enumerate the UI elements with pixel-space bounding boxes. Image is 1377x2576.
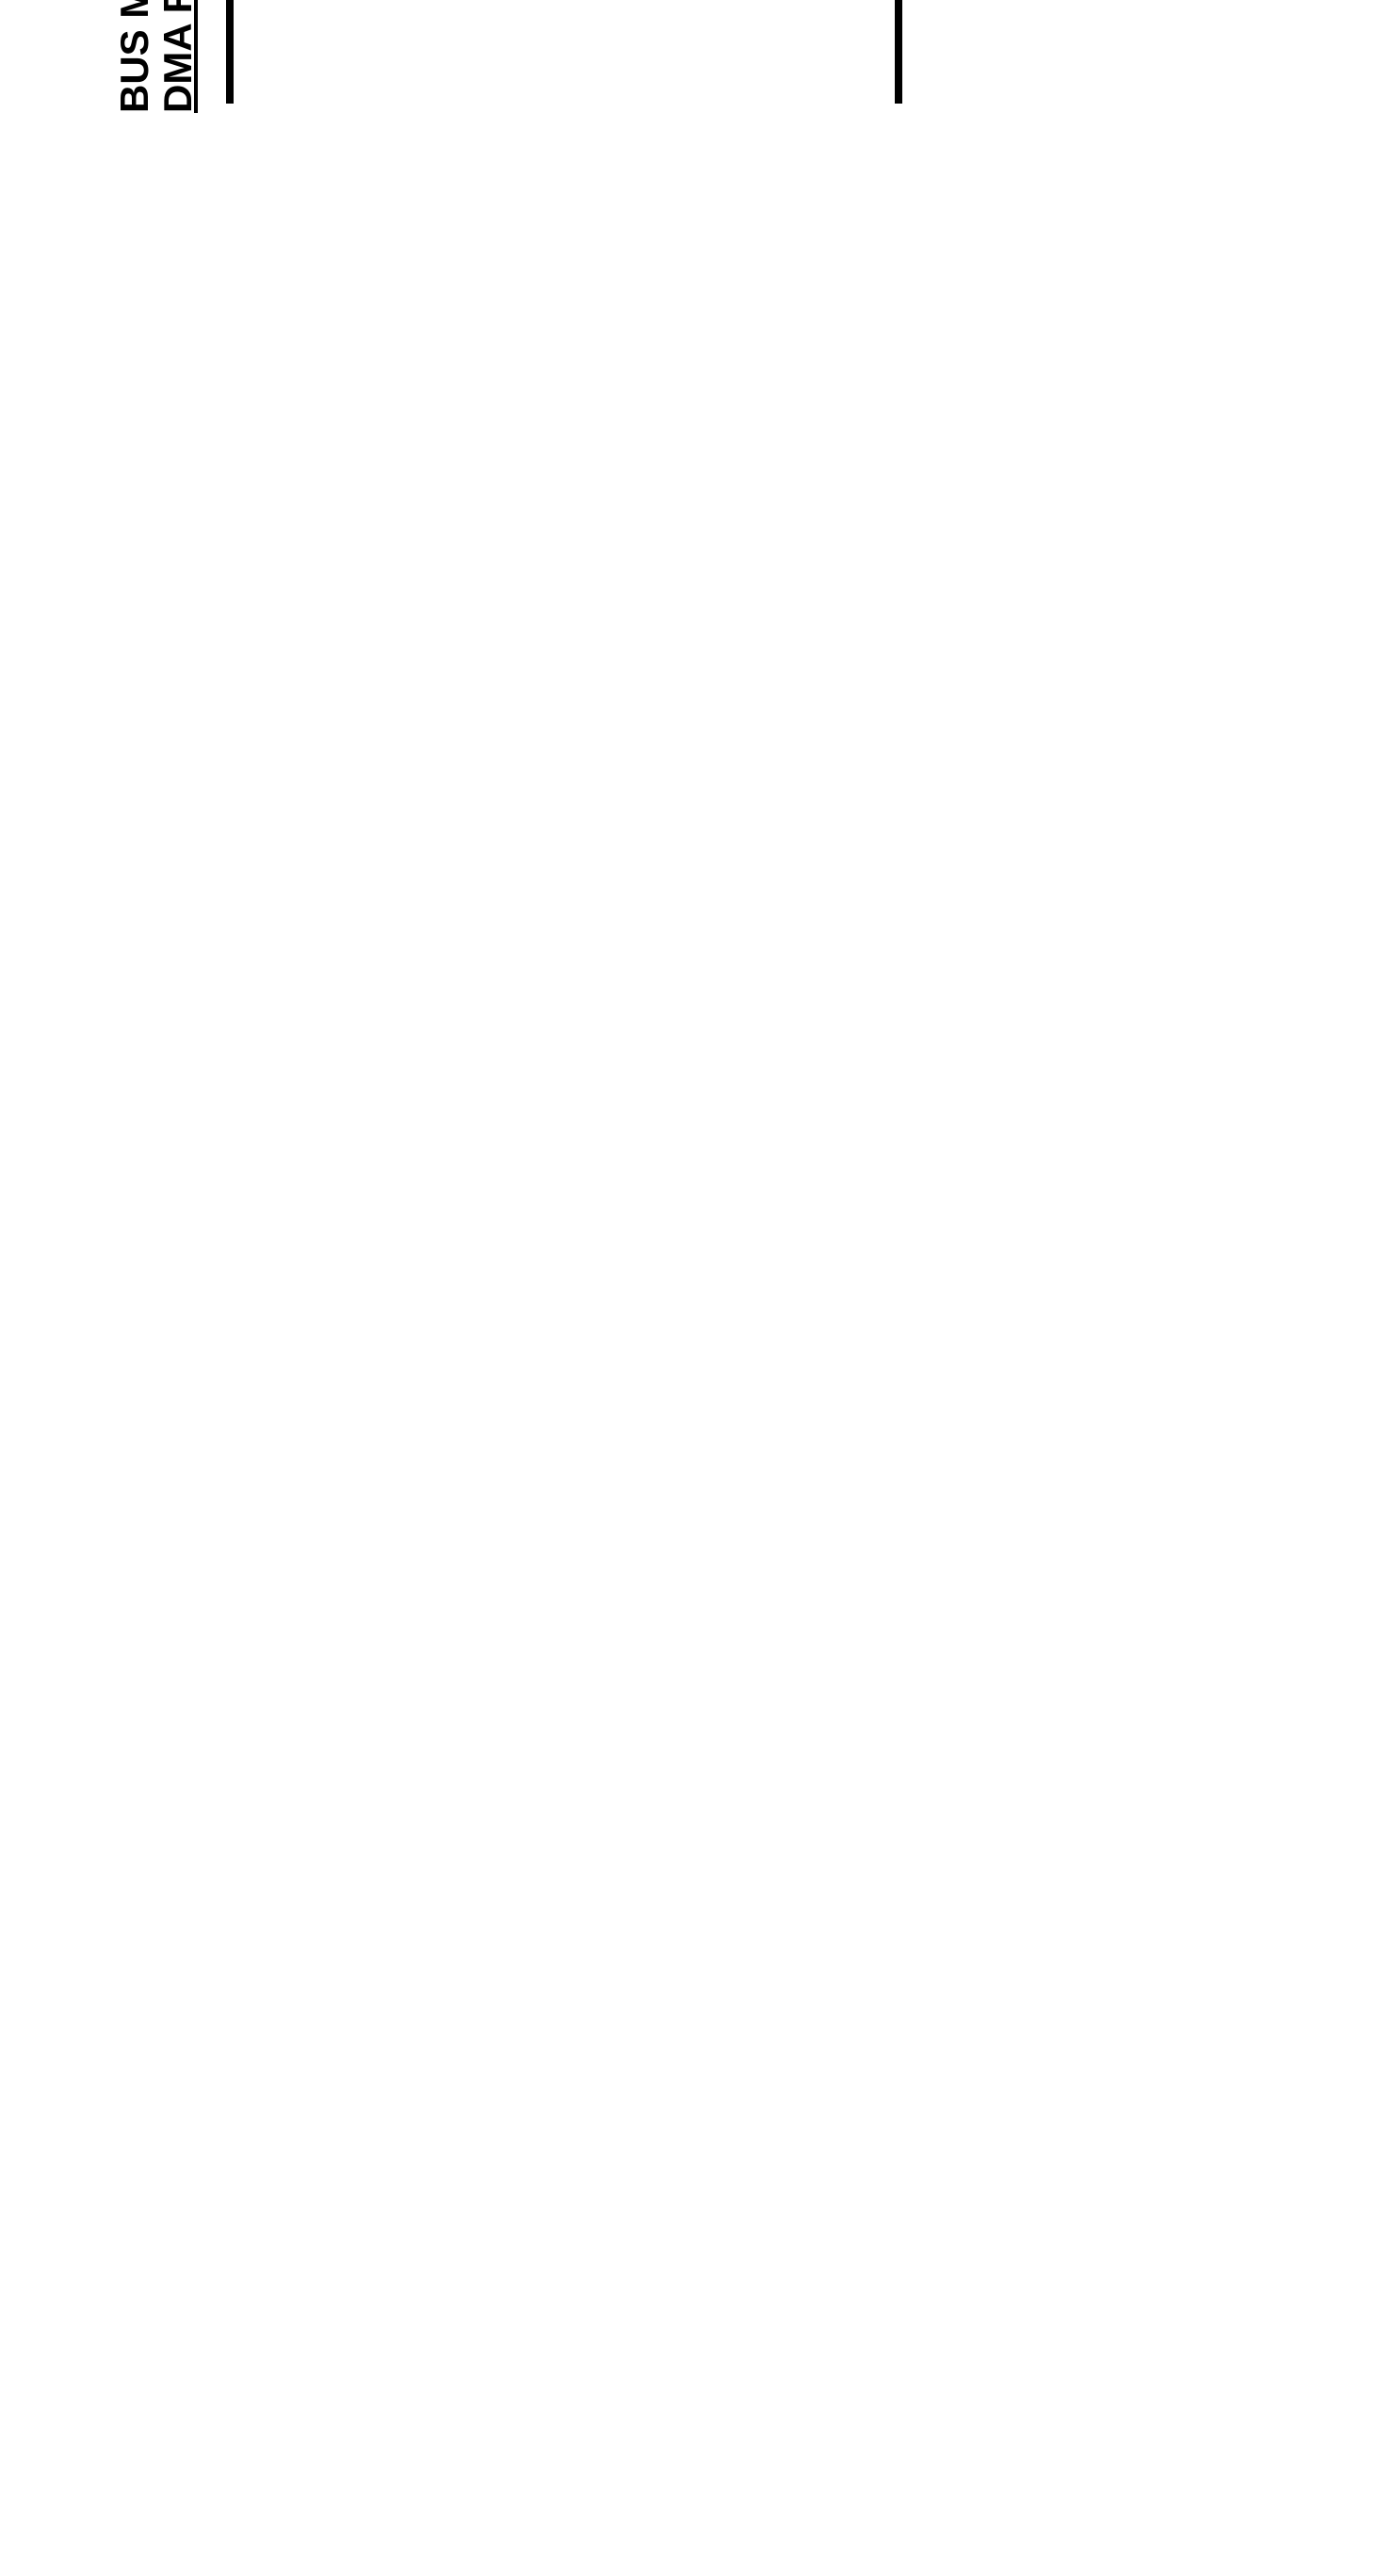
bus-master-dma-request-label: BUS MASTER DMA REQUEST	[113, 0, 200, 113]
input-line1: BUS MASTER	[112, 0, 156, 113]
figure-label: FIG. 2	[1318, 0, 1377, 188]
input-line2: DMA REQUEST	[155, 0, 200, 113]
dma-verification-diagram: BUS MASTER DMA REQUEST 202 DMA ACCESS VE…	[75, 0, 1264, 188]
input-wire	[226, 0, 234, 104]
os-output-wire	[895, 0, 902, 104]
